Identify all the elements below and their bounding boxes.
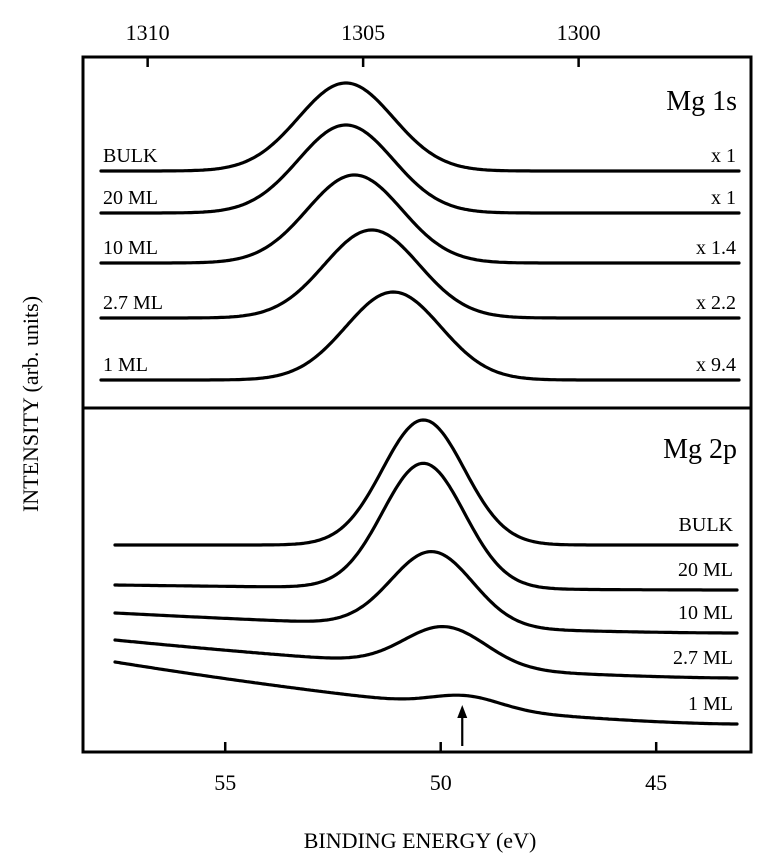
top-tick-label: 1310 [126, 20, 170, 45]
x-axis-label: BINDING ENERGY (eV) [304, 828, 537, 853]
spectrum-curve [113, 660, 739, 726]
series-label: 2.7 ML [673, 647, 733, 669]
spectrum-curve [99, 173, 741, 265]
series-label: 2.7 ML [103, 292, 163, 314]
series-label: 20 ML [103, 187, 158, 209]
top-axis-ticks: 1310 1305 1300 [126, 20, 601, 67]
series-multiplier: x 2.2 [696, 292, 736, 314]
top-tick-label: 1305 [341, 20, 385, 45]
series-multiplier: x 1 [711, 145, 736, 167]
mg1s-series-labels: BULK x 1 20 ML x 1 10 ML x 1.4 2.7 ML x 2.2 1 ML… [103, 145, 736, 376]
series-label: 1 ML [103, 354, 148, 376]
plot-frame [81, 55, 753, 754]
series-label: BULK [679, 514, 734, 536]
mg2p-curves [113, 418, 739, 726]
spectrum-curve [99, 228, 741, 320]
series-label: 10 ML [103, 237, 158, 259]
series-label: 20 ML [678, 559, 733, 581]
spectrum-curve [113, 625, 739, 680]
bottom-tick-label: 50 [430, 770, 452, 795]
mg1s-curves [99, 81, 741, 382]
mg2p-series-labels: BULK 20 ML 10 ML 2.7 ML 1 ML [673, 514, 734, 715]
top-tick-label: 1300 [557, 20, 601, 45]
series-multiplier: x 1 [711, 187, 736, 209]
arrow-marker [457, 705, 468, 746]
series-label: 1 ML [688, 693, 733, 715]
panel-title-mg1s: Mg 1s [666, 86, 737, 117]
spectrum-curve [99, 123, 741, 215]
series-multiplier: x 9.4 [696, 354, 736, 376]
spectrum-curve [99, 290, 741, 382]
bottom-tick-label: 55 [214, 770, 236, 795]
y-axis-label: INTENSITY (arb. units) [18, 296, 43, 512]
spectrum-curve [99, 81, 741, 173]
series-label: BULK [103, 145, 158, 167]
panel-title-mg2p: Mg 2p [663, 434, 737, 465]
bottom-axis-ticks: 55 50 45 [214, 742, 667, 795]
spectrum-curve [113, 550, 739, 635]
spectrum-curve [113, 418, 739, 547]
bottom-tick-label: 45 [645, 770, 667, 795]
series-multiplier: x 1.4 [696, 237, 736, 259]
arrow-head [457, 705, 468, 718]
spectrum-curve [113, 461, 739, 592]
series-label: 10 ML [678, 602, 733, 624]
